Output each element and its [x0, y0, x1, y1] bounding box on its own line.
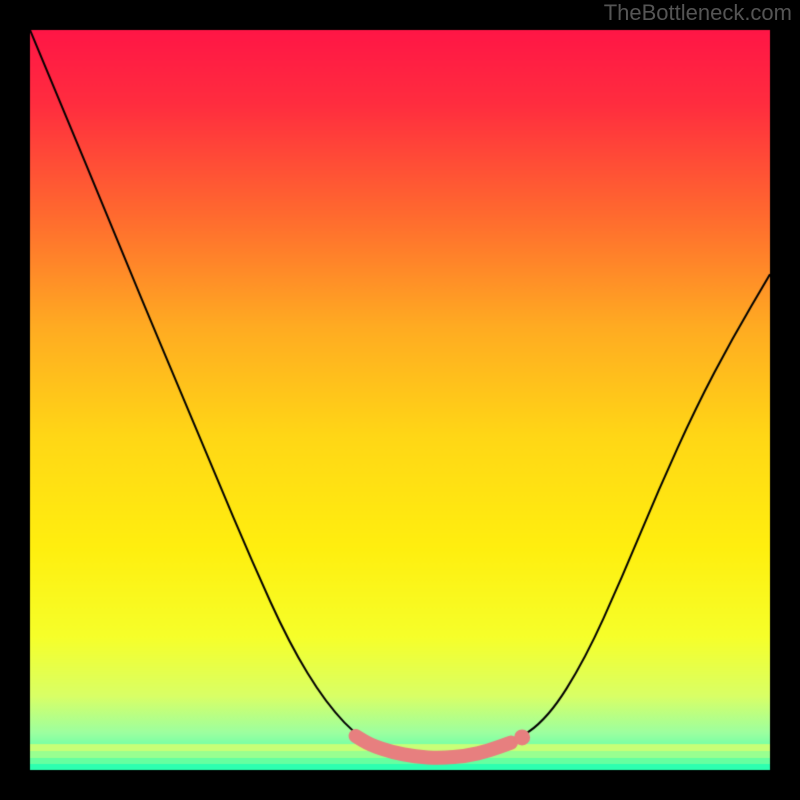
- watermark-label: TheBottleneck.com: [604, 0, 792, 26]
- bottleneck-chart: [0, 0, 800, 800]
